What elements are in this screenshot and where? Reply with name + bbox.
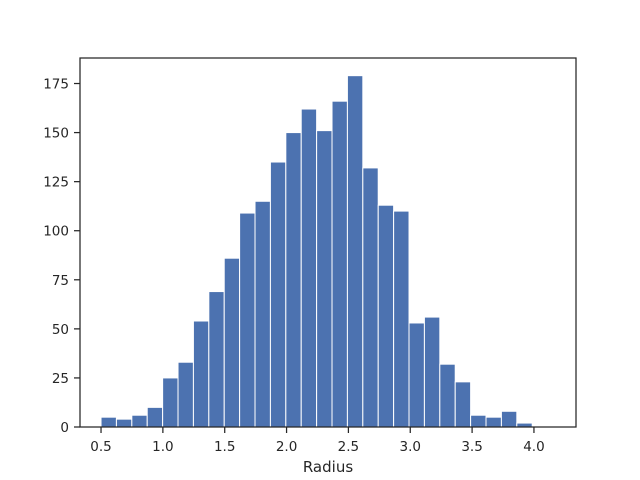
histogram-bar xyxy=(208,291,225,428)
histogram-bar xyxy=(500,410,518,428)
histogram-bar xyxy=(269,161,287,428)
y-tick-label: 125 xyxy=(43,175,69,191)
histogram-bar xyxy=(223,257,241,428)
x-tick-label: 2.5 xyxy=(338,439,359,455)
y-tick-label: 175 xyxy=(43,77,69,93)
histogram-bar xyxy=(454,381,472,428)
histogram-bar xyxy=(177,361,194,428)
histogram-bar xyxy=(393,210,410,428)
histogram-bar xyxy=(131,414,148,428)
histogram-bar xyxy=(362,167,379,428)
histogram-bar xyxy=(408,322,425,428)
plot-frame xyxy=(79,57,577,428)
histogram-bar xyxy=(346,75,364,428)
histogram-bar xyxy=(285,132,302,428)
histogram-bar xyxy=(239,212,256,428)
x-tick-label: 2.0 xyxy=(276,439,297,455)
histogram-bar xyxy=(439,363,456,428)
histogram-bar xyxy=(162,377,179,428)
histogram-bar xyxy=(100,416,117,428)
x-axis-ticks: 0.5 1.0 1.5 2.0 2.5 3.0 3.5 4.0 xyxy=(90,427,545,455)
histogram-bar xyxy=(377,204,395,428)
y-tick-label: 75 xyxy=(52,273,69,289)
histogram-bar xyxy=(146,406,164,428)
x-tick-label: 4.0 xyxy=(523,439,544,455)
y-tick-label: 150 xyxy=(43,126,69,142)
histogram-bar xyxy=(254,200,271,428)
x-tick-label: 3.0 xyxy=(400,439,421,455)
x-tick-label: 1.5 xyxy=(214,439,235,455)
histogram-bar xyxy=(470,414,487,428)
histogram-bar xyxy=(316,130,333,428)
histogram-bar xyxy=(423,316,441,428)
histogram-bar xyxy=(115,418,133,428)
x-tick-label: 0.5 xyxy=(90,439,111,455)
histogram-bar xyxy=(192,320,210,428)
y-axis-ticks: 0 25 50 75 100 125 150 175 xyxy=(43,77,80,436)
histogram-bar xyxy=(331,100,348,428)
y-tick-label: 100 xyxy=(43,224,69,240)
bars-group xyxy=(100,75,533,428)
y-tick-label: 0 xyxy=(60,420,69,436)
x-tick-label: 1.0 xyxy=(152,439,173,455)
histogram-bar xyxy=(485,416,502,428)
histogram-bar xyxy=(300,108,318,428)
x-tick-label: 3.5 xyxy=(461,439,482,455)
y-tick-label: 25 xyxy=(52,371,69,387)
y-tick-label: 50 xyxy=(52,322,69,338)
x-axis-label: Radius xyxy=(303,458,353,476)
